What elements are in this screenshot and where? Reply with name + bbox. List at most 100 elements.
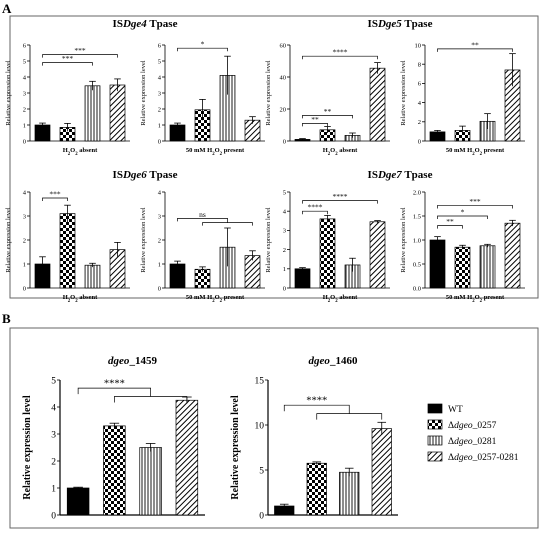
bar-2 [84,85,101,142]
y-tick-label: 1.5 [413,213,421,220]
y-axis-label: Relative expression level [265,207,272,273]
legend-swatch [427,451,443,462]
bar-3 [504,222,521,289]
y-tick-label: 2 [51,457,56,467]
y-tick-label: 4 [283,208,287,215]
chart-1: 0 1 2 3 4 5 6 Relative expression level * 50 mM H… [140,40,265,157]
y-tick-label: 2.0 [413,189,421,196]
panel-b-label: B [2,311,11,326]
chart-title: dgeo_1459 [108,355,157,367]
significance-1: **** [302,203,328,215]
y-axis-label: Relative expression level [140,60,147,126]
chart-title: dgeo_1460 [309,355,358,367]
group-title-dge5: ISDge5 Tpase [368,18,433,30]
significance-0: **** [302,48,378,60]
legend: WT Δdgeo_0257 Δdgeo_0281 Δdgeo_0257-0281 [427,403,519,463]
significance-label: *** [469,197,481,206]
panel-b-frame [9,327,539,529]
significance-label: **** [104,379,125,390]
bar-1 [59,213,76,289]
significance-label: **** [308,203,323,212]
significance-label: *** [74,46,86,55]
y-tick-label: 1 [158,122,161,129]
y-tick-label: 1 [23,122,26,129]
y-tick-label: 3 [158,90,161,97]
significance-0: *** [42,190,68,201]
bar-0 [34,124,51,142]
significance-0: *** [42,46,118,58]
significance-2: ** [437,217,463,229]
y-tick-label: 8 [418,61,421,68]
y-tick-label: 60 [280,42,287,49]
y-axis-label: Relative expression level [265,60,272,126]
y-tick-label: 4 [23,74,27,81]
legend-label: Δdgeo_0257 [448,421,497,431]
legend-label: Δdgeo_0257-0281 [448,453,519,463]
x-axis-label: 50 mM H2O2 present [446,294,505,304]
bar-2 [139,447,162,516]
y-axis-label: Relative expression level [400,207,407,273]
chart-8: 0 1 2 3 4 5 Relative expression level **** dgeo_… [22,355,205,521]
significance-label: **** [333,192,348,201]
y-tick-label: 0 [418,138,421,145]
legend-swatch [427,403,443,414]
y-tick-label: 1 [51,484,56,494]
x-axis-label: H2O2 absent [63,147,98,157]
significance-1: ** [302,107,353,119]
y-tick-label: 10 [255,421,265,431]
y-axis-label: Relative expression level [230,395,241,499]
y-tick-label: 5 [259,466,264,476]
legend-swatch [427,435,443,446]
bar-0 [66,487,90,516]
legend-entry-3: Δdgeo_0257-0281 [427,451,519,463]
bar-3 [175,399,199,516]
significance-label: *** [49,190,61,199]
significance-0: **** [302,192,378,204]
y-axis-label: Relative expression level [5,207,12,273]
y-tick-label: 3 [283,228,286,235]
bar-2 [84,264,101,289]
y-tick-label: 2 [158,237,161,244]
bar-1 [306,462,327,516]
bar-0 [169,263,186,289]
y-tick-label: 5 [23,58,26,65]
x-axis-label: H2O2 absent [63,294,98,304]
y-tick-label: 5 [51,376,56,386]
y-axis-label: Relative expression level [22,395,33,499]
bar-2 [339,471,360,516]
bar-3 [369,221,386,289]
bar-1 [454,246,471,289]
y-axis-label: Relative expression level [5,60,12,126]
significance-1: * [437,208,488,219]
significance-label: ns [199,210,206,219]
bar-0 [169,124,186,142]
y-tick-label: 0 [283,285,286,292]
y-tick-label: 3 [158,213,161,220]
y-tick-label: 1 [283,266,286,273]
significance-0: * [177,40,228,52]
y-axis-label: Relative expression level [400,60,407,126]
bar-1 [103,425,126,516]
chart-0: 0 1 2 3 4 5 6 Relative expression level ****** H2… [5,42,130,157]
y-tick-label: 0 [158,285,161,292]
y-tick-label: 4 [158,74,162,81]
significance-1: *** [42,54,93,66]
bar-3 [244,255,261,289]
y-tick-label: 6 [23,42,27,49]
legend-label: WT [448,405,463,415]
bar-0 [294,268,311,289]
y-tick-label: 2 [23,106,26,113]
chart-7: 0.0 0.5 1.0 1.5 2.0 Relative expression level… [400,189,525,304]
significance-label: ** [324,107,332,116]
x-axis-label: H2O2 absent [323,147,358,157]
y-tick-label: 0 [51,511,56,521]
y-tick-label: 0 [259,511,264,521]
group-title-dge6: ISDge6 Tpase [113,169,178,181]
y-tick-label: 0.5 [413,261,421,268]
y-tick-label: 0 [23,138,26,145]
chart-9: 0 5 10 15 Relative expression level **** dgeo_… [230,355,398,521]
legend-label: Δdgeo_0281 [448,437,497,447]
y-tick-label: 4 [51,403,56,413]
